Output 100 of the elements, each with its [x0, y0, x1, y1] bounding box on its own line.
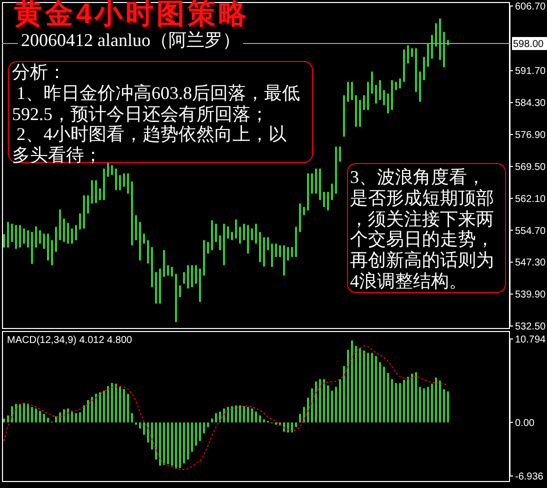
bar: [55, 416, 57, 422]
bar: [183, 422, 185, 464]
bar: [391, 80, 393, 110]
bar: [215, 224, 217, 242]
bar: [175, 274, 177, 322]
bar: [71, 228, 73, 244]
bar: [183, 272, 185, 284]
y-tick-label: 591.70: [515, 66, 546, 78]
bar: [263, 237, 265, 266]
bar: [415, 48, 417, 92]
bar: [3, 418, 5, 422]
bar: [319, 168, 321, 200]
bar: [227, 226, 229, 238]
bar: [91, 396, 93, 422]
bar: [155, 422, 157, 460]
bar: [211, 418, 213, 422]
bar: [387, 94, 389, 114]
y-tick-label: 584.30: [515, 98, 546, 110]
bar: [259, 415, 261, 422]
bar: [143, 234, 145, 244]
bar: [267, 237, 269, 250]
bar: [423, 388, 425, 422]
bar: [87, 195, 89, 214]
bar: [223, 408, 225, 422]
bar: [251, 228, 253, 240]
bar: [223, 224, 225, 266]
bar: [419, 72, 421, 102]
bar: [391, 379, 393, 422]
bar: [199, 422, 201, 441]
bar: [99, 188, 101, 200]
bar: [335, 146, 337, 194]
bar: [131, 413, 133, 422]
bar: [303, 406, 305, 422]
y-tick-label: -6.936: [515, 472, 544, 483]
bar: [323, 192, 325, 207]
bar: [291, 247, 293, 257]
bar: [371, 72, 373, 94]
bar: [147, 422, 149, 442]
bar: [279, 245, 281, 257]
bar: [31, 232, 33, 264]
bar: [299, 414, 301, 422]
bar: [235, 405, 237, 422]
y-tick-label: 532.50: [515, 322, 546, 333]
bar: [243, 224, 245, 240]
bar: [67, 408, 69, 422]
bar: [435, 378, 437, 422]
bar: [131, 182, 133, 246]
bar: [215, 413, 217, 422]
bar: [367, 82, 369, 110]
bar: [403, 380, 405, 422]
bar: [355, 346, 357, 422]
bar: [107, 162, 109, 177]
bar: [291, 422, 293, 432]
bar: [379, 362, 381, 422]
bar: [415, 372, 417, 422]
line-series: [4, 345, 448, 470]
bar: [55, 226, 57, 252]
bar: [87, 400, 89, 422]
bar: [203, 240, 205, 276]
bar: [343, 366, 345, 422]
bar: [387, 372, 389, 422]
bar: [171, 422, 173, 466]
bar: [327, 385, 329, 422]
bar: [199, 268, 201, 302]
bar: [15, 404, 17, 422]
bar: [319, 379, 321, 422]
bar: [431, 34, 433, 59]
bar: [307, 173, 309, 210]
bar: [367, 352, 369, 422]
bar: [403, 50, 405, 82]
bar: [11, 224, 13, 242]
bar: [63, 218, 65, 242]
bar: [111, 165, 113, 176]
y-tick-label: 10.794: [515, 334, 546, 346]
bar: [7, 415, 9, 422]
bar: [111, 383, 113, 422]
chart-title: MACD(12,34,9) 4.012 4.800: [7, 335, 132, 346]
bar: [39, 410, 41, 422]
bar: [219, 412, 221, 422]
y-tick-label: 569.50: [515, 162, 546, 173]
bar: [71, 410, 73, 422]
bar: [207, 242, 209, 254]
y-tick-label: 0.00: [515, 418, 535, 429]
bar: [95, 180, 97, 204]
bar: [127, 394, 129, 422]
bar: [43, 234, 45, 249]
bar: [167, 265, 169, 276]
bar: [119, 175, 121, 190]
bar: [27, 230, 29, 248]
bar: [79, 412, 81, 422]
bar: [159, 422, 161, 466]
bar: [351, 82, 353, 100]
bar: [23, 403, 25, 422]
bar: [63, 409, 65, 422]
bar: [315, 168, 317, 194]
bar: [343, 95, 345, 137]
y-tick-label: 547.30: [515, 258, 546, 269]
bar: [399, 383, 401, 422]
bar: [211, 220, 213, 250]
bar: [227, 406, 229, 422]
